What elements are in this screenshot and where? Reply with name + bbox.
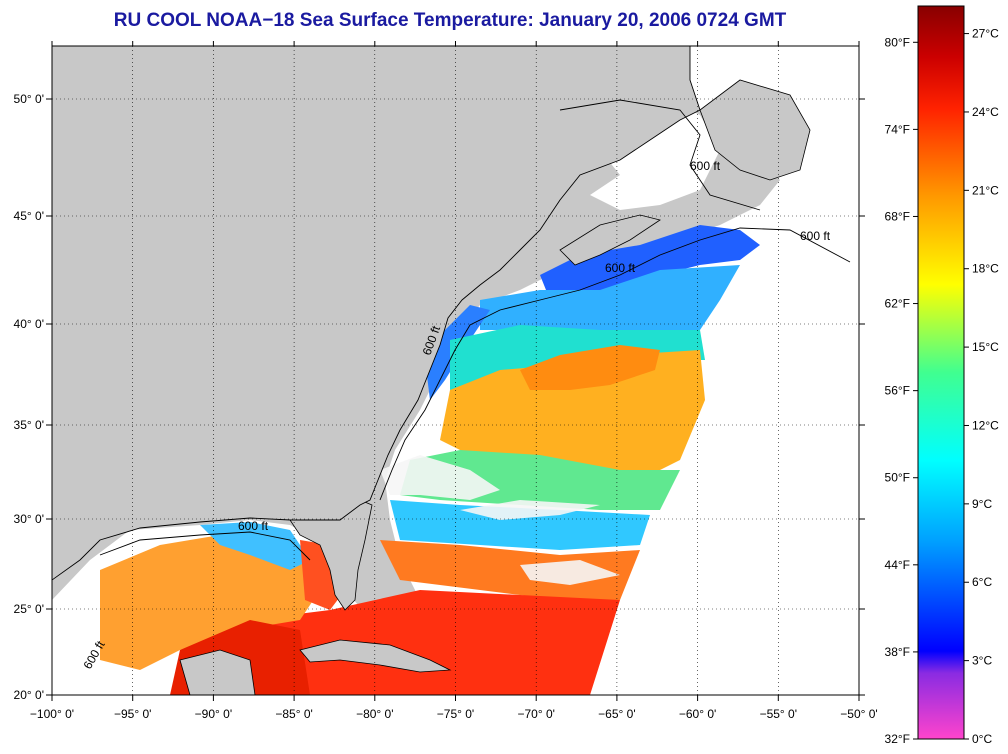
colorbar-f-label: 80°F <box>885 35 910 49</box>
cloud-patch-2 <box>460 500 600 520</box>
sst-gulf-stream-warm <box>440 350 705 480</box>
latitude-ticks: 20° 0' 25° 0' 30° 0' 35° 0' 40° 0' 45° 0' 50° … <box>14 92 865 702</box>
colorbar-c-label: 18°C <box>972 262 999 276</box>
sst-band-cyan <box>390 500 650 550</box>
sst-gulf-orange <box>100 535 320 670</box>
colorbar-c-label: 27°C <box>972 27 999 41</box>
colorbar-f-label: 62°F <box>885 297 910 311</box>
lon-tick-label: −75° 0' <box>437 707 474 721</box>
lon-tick-label: −85° 0' <box>275 707 312 721</box>
nova-scotia <box>559 214 661 266</box>
lat-tick-label: 35° 0' <box>14 418 44 432</box>
colorbar-f-label: 74°F <box>885 122 910 136</box>
lat-tick-label: 30° 0' <box>14 512 44 526</box>
sst-gulf-of-maine <box>480 265 740 330</box>
lon-tick-label: −60° 0' <box>679 707 716 721</box>
contour-label: 600 ft <box>605 261 636 275</box>
colorbar-f-label: 32°F <box>885 732 910 746</box>
contour-600ft-gulf <box>99 531 311 561</box>
lon-tick-label: −65° 0' <box>598 707 635 721</box>
colorbar-c-label: 21°C <box>972 183 999 197</box>
lat-tick-label: 45° 0' <box>14 209 44 223</box>
contour-600ft-stlawrence <box>559 99 761 211</box>
colorbar <box>917 5 965 740</box>
longitude-ticks: −100° 0' −95° 0' −90° 0' −85° 0' −80° 0' −75°… <box>30 41 878 721</box>
cuba <box>299 639 452 673</box>
colorbar-f-label: 44°F <box>885 558 910 572</box>
lon-tick-label: −80° 0' <box>356 707 393 721</box>
contour-label: 600 ft <box>238 519 269 533</box>
us-east-coast-land <box>52 46 701 581</box>
graticule <box>52 46 859 695</box>
lon-tick-label: −55° 0' <box>760 707 797 721</box>
colorbar-c-label: 12°C <box>972 418 999 432</box>
map-title: RU COOL NOAA−18 Sea Surface Temperature:… <box>113 10 787 31</box>
colorbar-c-label: 9°C <box>972 497 992 511</box>
colorbar-fahrenheit-labels: 80°F 74°F 68°F 62°F 56°F 50°F 44°F 38°F 32°F <box>885 35 918 746</box>
colorbar-f-label: 50°F <box>885 471 910 485</box>
colorbar-c-label: 3°C <box>972 654 992 668</box>
colorbar-celsius-labels: 27°C 24°C 21°C 18°C 15°C 12°C 9°C 6°C 3°C 0°C <box>964 27 999 746</box>
cloud-patch-3 <box>520 560 620 585</box>
lon-tick-label: −70° 0' <box>517 707 554 721</box>
contour-label: 600 ft <box>800 229 831 243</box>
lat-tick-label: 20° 0' <box>14 688 44 702</box>
lon-tick-label: −50° 0' <box>840 707 877 721</box>
contour-label: 600 ft <box>690 159 721 173</box>
colorbar-f-label: 68°F <box>885 209 910 223</box>
sst-gulf-shelf-cyan <box>200 522 310 570</box>
contour-600ft-atlantic <box>379 227 851 501</box>
sst-south-orange <box>380 540 640 600</box>
colorbar-c-label: 15°C <box>972 340 999 354</box>
lat-tick-label: 40° 0' <box>14 317 44 331</box>
colorbar-c-label: 6°C <box>972 575 992 589</box>
lon-tick-label: −95° 0' <box>114 707 151 721</box>
colorbar-f-label: 56°F <box>885 384 910 398</box>
lat-tick-label: 25° 0' <box>14 602 44 616</box>
lon-tick-label: −100° 0' <box>30 707 74 721</box>
sst-warm-core <box>520 345 660 390</box>
lat-tick-label: 50° 0' <box>14 92 44 106</box>
colorbar-c-label: 24°C <box>972 105 999 119</box>
colorbar-c-label: 0°C <box>972 732 992 746</box>
yucatan <box>179 649 256 695</box>
sst-caribbean-red <box>250 590 620 695</box>
lon-tick-label: −90° 0' <box>195 707 232 721</box>
newfoundland <box>699 79 811 181</box>
cloud-patch <box>380 455 500 500</box>
sst-nova-scotia-cold <box>540 225 760 300</box>
colorbar-f-label: 38°F <box>885 645 910 659</box>
